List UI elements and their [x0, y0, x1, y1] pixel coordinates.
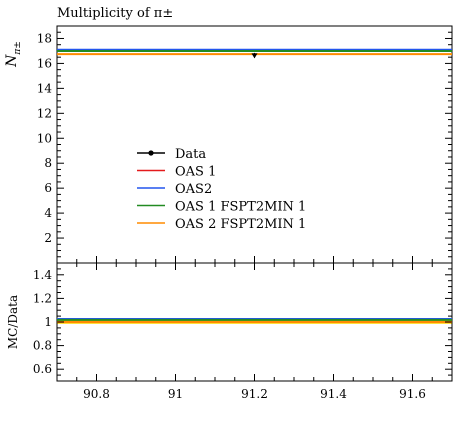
- legend-label-data: Data: [175, 147, 206, 162]
- y-axis-label-sub: π±: [13, 41, 23, 55]
- y-tick-label: 2: [44, 231, 52, 245]
- ratio-y-tick-label: 1.4: [33, 268, 52, 282]
- data-point: [251, 53, 258, 59]
- ratio-y-tick-label: 1.2: [33, 291, 52, 305]
- legend-label-oas-1: OAS 1: [175, 165, 216, 180]
- y-axis-label: Nπ±: [4, 41, 23, 68]
- ratio-y-tick-label: 1: [44, 315, 52, 329]
- y-tick-label: 6: [44, 181, 52, 195]
- y-tick-label: 4: [44, 206, 52, 220]
- x-tick-label: 91: [168, 387, 183, 401]
- x-tick-label: 91.2: [241, 387, 268, 401]
- legend-label-oas-2-fspt2min-1: OAS 2 FSPT2MIN 1: [175, 217, 306, 232]
- legend-label-oas-1-fspt2min-1: OAS 1 FSPT2MIN 1: [175, 200, 306, 215]
- y-tick-label: 16: [37, 56, 52, 70]
- x-tick-label: 91.6: [399, 387, 426, 401]
- legend-marker-data: [148, 150, 154, 156]
- ratio-y-axis-label: MC/Data: [6, 295, 20, 349]
- y-axis-label-main: N: [4, 54, 20, 68]
- y-tick-label: 10: [37, 131, 52, 145]
- y-tick-label: 8: [44, 156, 52, 170]
- y-tick-label: 14: [37, 81, 53, 95]
- ratio-y-tick-label: 0.6: [33, 362, 52, 376]
- chart-title: Multiplicity of π±: [57, 6, 173, 21]
- y-tick-label: 12: [37, 106, 52, 120]
- y-tick-label: 18: [37, 31, 52, 45]
- ratio-y-tick-label: 0.8: [33, 339, 52, 353]
- legend-label-oas2: OAS2: [175, 182, 212, 197]
- x-tick-label: 90.8: [83, 387, 110, 401]
- x-tick-label: 91.4: [320, 387, 347, 401]
